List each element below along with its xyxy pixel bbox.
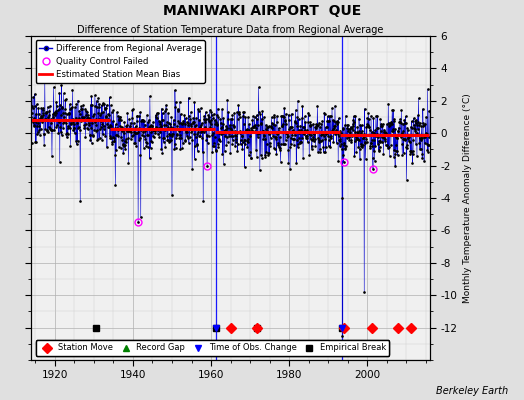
Text: Berkeley Earth: Berkeley Earth	[436, 386, 508, 396]
Y-axis label: Monthly Temperature Anomaly Difference (°C): Monthly Temperature Anomaly Difference (…	[463, 93, 472, 303]
Title: Difference of Station Temperature Data from Regional Average: Difference of Station Temperature Data f…	[78, 25, 384, 35]
Text: MANIWAKI AIRPORT  QUE: MANIWAKI AIRPORT QUE	[163, 4, 361, 18]
Legend: Station Move, Record Gap, Time of Obs. Change, Empirical Break: Station Move, Record Gap, Time of Obs. C…	[36, 340, 389, 356]
